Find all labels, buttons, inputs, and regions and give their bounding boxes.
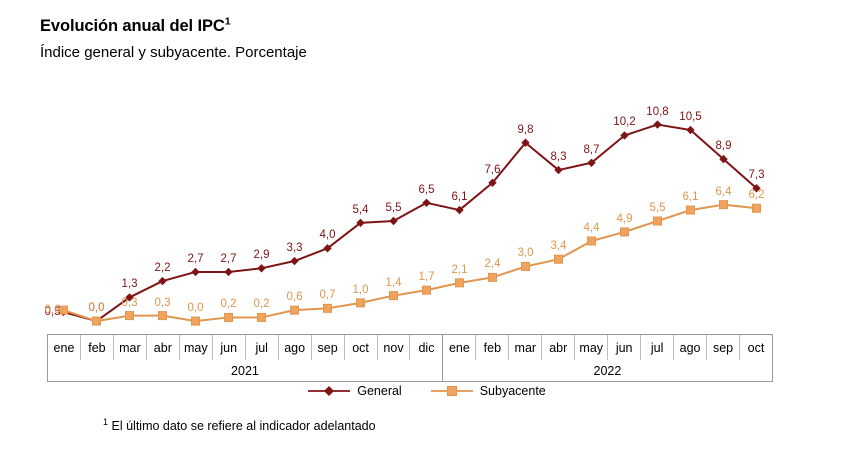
x-axis-tick-label: ene xyxy=(48,335,81,360)
footnote-marker: 1 xyxy=(103,416,109,427)
series-line-general xyxy=(63,123,758,323)
data-point-marker xyxy=(587,236,596,246)
x-axis-tick-label: dic xyxy=(410,335,444,360)
x-axis-tick-label: sep xyxy=(707,335,741,360)
legend-item-general[interactable]: General xyxy=(307,384,402,398)
x-axis-tick-label: mar xyxy=(114,335,147,360)
data-point-marker xyxy=(422,285,431,295)
x-axis-month-row: ene feb mar abr may jun jul ago sep oct nov dic ene f… xyxy=(48,335,772,360)
x-axis-tick-label: ene xyxy=(443,335,477,360)
series-line-subyacente xyxy=(63,203,757,323)
data-point-marker xyxy=(356,218,365,228)
x-axis-tick-label: jul xyxy=(246,335,279,360)
x-axis-tick-label: jul xyxy=(641,335,675,360)
data-point-marker xyxy=(653,216,662,226)
data-point-marker xyxy=(191,316,200,326)
data-point-marker xyxy=(686,125,695,135)
data-point-marker xyxy=(653,120,662,129)
data-point-marker xyxy=(323,244,332,253)
page-title-text: Evolución anual del IPC xyxy=(40,17,225,35)
data-point-marker xyxy=(125,311,134,321)
data-point-marker xyxy=(224,267,233,277)
legend-square-icon xyxy=(430,386,473,396)
x-axis-year-label: 2021 xyxy=(48,360,443,382)
x-axis-tick-label: jun xyxy=(608,335,642,360)
x-axis-tick-label: may xyxy=(575,335,609,360)
x-axis-tick-label: nov xyxy=(378,335,411,360)
data-point-marker xyxy=(356,298,365,308)
page-title: Evolución anual del IPC1 xyxy=(40,15,231,36)
data-point-marker xyxy=(191,267,200,277)
data-point-marker xyxy=(224,312,233,322)
x-axis-tick-label: abr xyxy=(147,335,180,360)
x-axis-tick-label: ago xyxy=(674,335,708,360)
legend-diamond-icon xyxy=(308,386,351,396)
page-subtitle: Índice general y subyacente. Porcentaje xyxy=(40,44,307,61)
data-point-marker xyxy=(389,291,398,301)
data-point-marker xyxy=(686,205,695,215)
data-point-marker xyxy=(257,312,266,322)
x-axis-tick-label: feb xyxy=(81,335,114,360)
data-point-marker xyxy=(620,131,629,140)
data-point-marker xyxy=(521,138,530,147)
data-point-marker xyxy=(752,184,761,193)
chart-legend: General Subyacente xyxy=(0,384,853,398)
x-axis-tick-label: feb xyxy=(476,335,510,360)
x-axis-tick-label: ago xyxy=(279,335,312,360)
x-axis: ene feb mar abr may jun jul ago sep oct nov dic ene f… xyxy=(47,334,773,382)
data-point-marker xyxy=(257,264,266,273)
footnote: 1 El último dato se refiere al indicador… xyxy=(103,416,376,433)
x-axis-tick-label: jun xyxy=(213,335,246,360)
x-axis-year-row: 2021 2022 xyxy=(48,360,772,382)
data-point-marker xyxy=(521,261,530,271)
x-axis-tick-label: sep xyxy=(312,335,345,360)
page-title-footnote-marker: 1 xyxy=(224,15,231,28)
x-axis-tick-label: may xyxy=(180,335,213,360)
data-point-marker xyxy=(488,178,497,187)
data-point-marker xyxy=(587,158,596,167)
data-point-marker xyxy=(422,198,431,208)
data-point-marker xyxy=(455,278,464,288)
legend-label: Subyacente xyxy=(479,384,546,398)
data-point-marker xyxy=(554,165,563,175)
data-point-marker xyxy=(620,227,629,237)
x-axis-tick-label: oct xyxy=(747,340,765,355)
data-point-marker xyxy=(389,216,398,226)
data-point-marker xyxy=(158,276,167,286)
data-point-marker xyxy=(323,303,332,313)
legend-label: General xyxy=(357,384,402,398)
data-point-marker xyxy=(455,205,464,215)
x-axis-year-label: 2022 xyxy=(593,364,622,378)
data-point-marker xyxy=(752,203,761,213)
chart-plot-area: 0,5 0,0 1,3 2,2 2,7 2,7 2,9 3,3 4,0 5,4 5,5 6,5 6,1 7… xyxy=(0,62,853,334)
data-point-marker xyxy=(92,316,101,326)
data-point-marker xyxy=(554,254,563,264)
x-axis-tick-label: oct xyxy=(345,335,378,360)
data-point-marker xyxy=(290,256,299,266)
data-point-marker xyxy=(125,293,134,302)
data-point-marker xyxy=(59,305,68,315)
data-point-marker xyxy=(719,154,728,164)
data-point-marker xyxy=(158,311,167,321)
x-axis-tick-label: mar xyxy=(509,335,543,360)
data-point-marker xyxy=(488,272,497,282)
x-axis-tick-label: abr xyxy=(542,335,576,360)
data-point-marker xyxy=(719,200,728,210)
legend-item-subyacente[interactable]: Subyacente xyxy=(430,384,546,398)
chart-svg xyxy=(59,120,761,326)
data-point-marker xyxy=(290,305,299,315)
footnote-text: El último dato se refiere al indicador a… xyxy=(111,419,376,433)
